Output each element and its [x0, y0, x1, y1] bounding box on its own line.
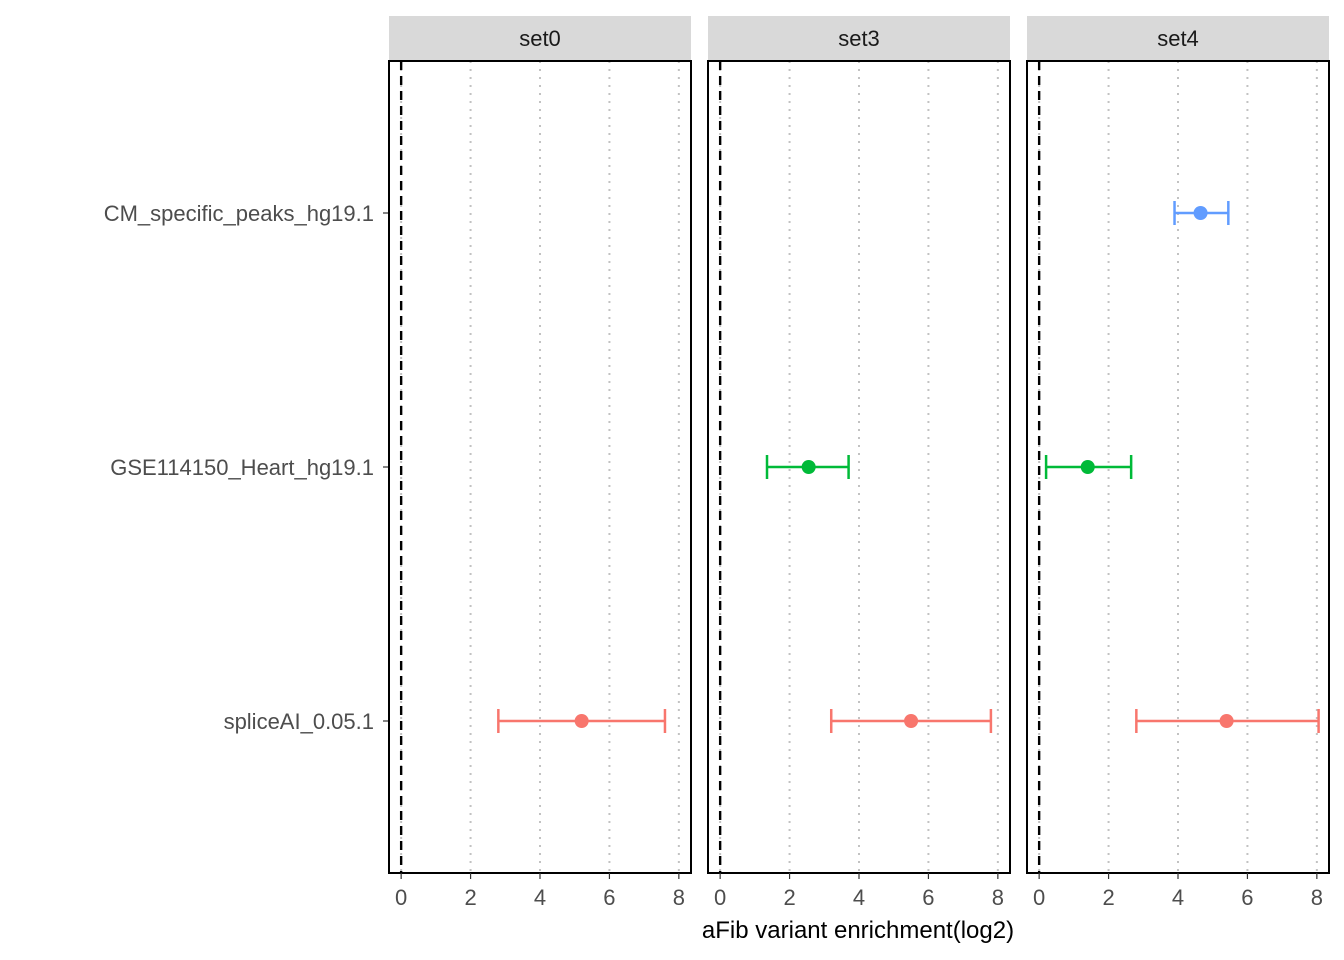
data-point	[801, 460, 816, 474]
y-tick-label: CM_specific_peaks_hg19.1	[104, 201, 374, 226]
x-tick-label: 2	[1102, 885, 1114, 910]
facet-strip-label: set4	[1157, 26, 1199, 51]
facet-strip-set0	[389, 16, 691, 60]
x-tick-label: 8	[992, 885, 1004, 910]
facet-strip-set4	[1027, 16, 1329, 60]
x-tick-label: 4	[1172, 885, 1184, 910]
x-tick-label: 4	[853, 885, 865, 910]
x-tick-label: 0	[1033, 885, 1045, 910]
x-tick-label: 8	[673, 885, 685, 910]
data-point	[904, 714, 919, 728]
y-tick-label: spliceAI_0.05.1	[224, 709, 374, 734]
x-tick-label: 8	[1311, 885, 1323, 910]
text-layer: CM_specific_peaks_hg19.1 GSE114150_Heart_…	[104, 26, 1323, 910]
x-tick-label: 6	[922, 885, 934, 910]
x-axis-title: aFib variant enrichment(log2)	[702, 917, 1014, 944]
x-tick-label: 2	[783, 885, 795, 910]
facet-strip-label: set3	[838, 26, 880, 51]
x-tick-label: 0	[395, 885, 407, 910]
x-tick-label: 6	[603, 885, 615, 910]
data-point	[1080, 460, 1095, 474]
marks-layer	[399, 61, 1320, 873]
x-tick-label: 0	[714, 885, 726, 910]
x-tick-label: 2	[464, 885, 476, 910]
data-point	[574, 714, 589, 728]
y-tick-label: GSE114150_Heart_hg19.1	[110, 455, 374, 480]
facet-strip-set3	[708, 16, 1010, 60]
data-point	[1193, 206, 1208, 220]
frame-layer	[383, 16, 1330, 879]
x-tick-label: 6	[1241, 885, 1253, 910]
x-tick-label: 4	[534, 885, 546, 910]
facet-strip-label: set0	[519, 26, 561, 51]
grid-layer	[400, 61, 1318, 873]
data-point	[1219, 714, 1234, 728]
